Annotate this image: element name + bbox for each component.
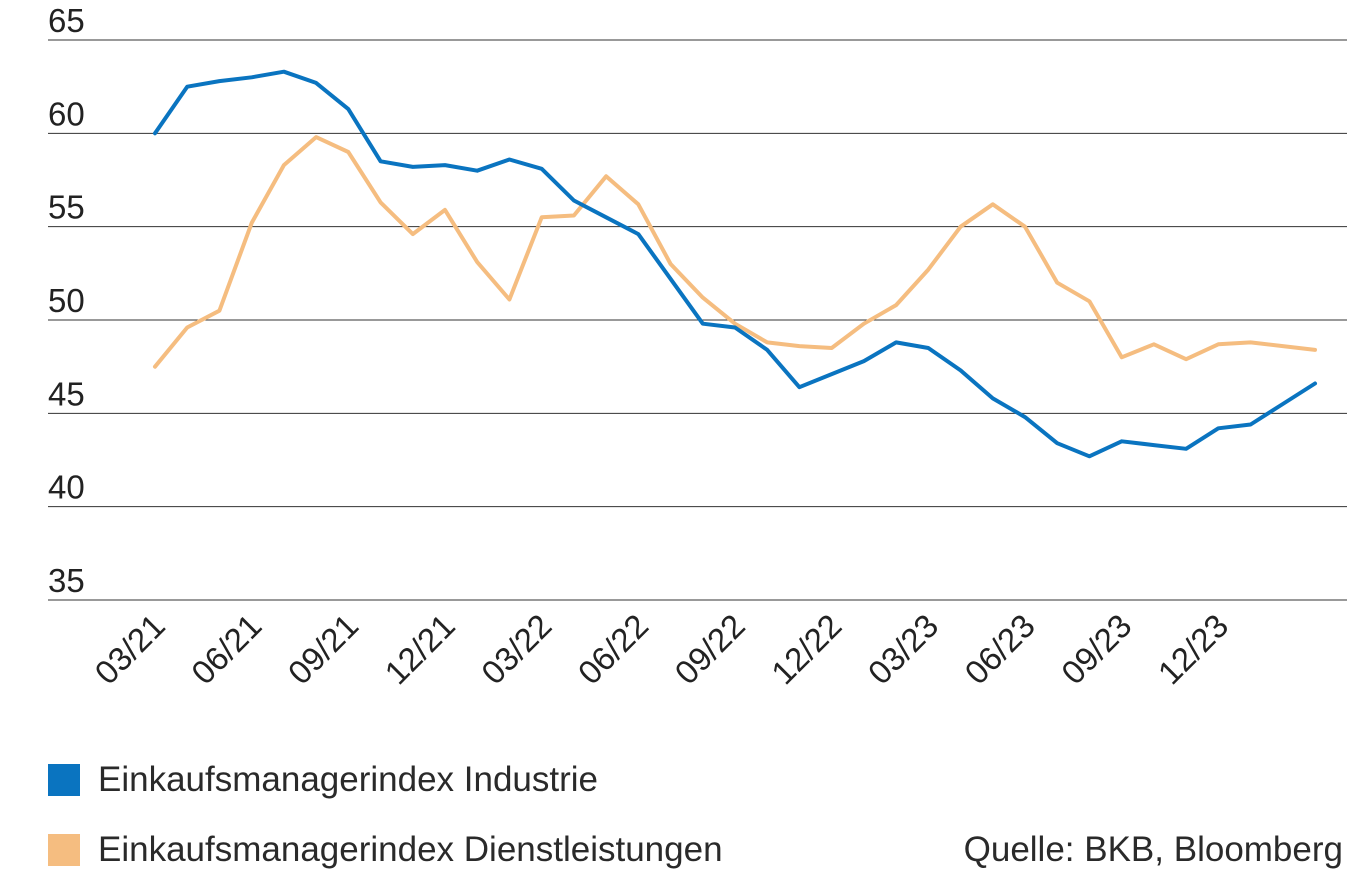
x-tick-label-03-22: 03/22: [474, 607, 559, 692]
x-tick-label-06-23: 06/23: [957, 607, 1042, 692]
series-lines: [153, 69, 1317, 459]
gridlines: [48, 39, 1347, 601]
y-tick-label-50: 50: [48, 282, 85, 319]
legend-item-industrie: Einkaufsmanagerindex Industrie: [48, 760, 598, 800]
y-tick-label-35: 35: [48, 562, 85, 599]
x-tick-label-06-22: 06/22: [571, 607, 656, 692]
series-line-dienstleistungen: [153, 135, 1317, 369]
legend-swatch-dienstleistungen: [48, 834, 80, 866]
y-axis-tick-labels: 35 40 45 50 55 60 65: [48, 2, 85, 599]
x-tick-label-09-23: 09/23: [1054, 607, 1139, 692]
y-tick-label-60: 60: [48, 95, 85, 132]
legend-label-dienstleistungen: Einkaufsmanagerindex Dienstleistungen: [98, 830, 723, 869]
x-tick-label-09-22: 09/22: [667, 607, 752, 692]
y-tick-label-40: 40: [48, 469, 85, 506]
x-tick-label-09-21: 09/21: [281, 607, 366, 692]
legend-label-industrie: Einkaufsmanagerindex Industrie: [98, 760, 599, 799]
line-chart: 35 40 45 50 55 60 65 03/21 06/21 09/21 12/21 03/22…: [48, 2, 1347, 692]
source-note: Quelle: BKB, Bloomberg: [963, 830, 1343, 869]
x-tick-label-03-23: 03/23: [861, 607, 946, 692]
x-tick-label-12-23: 12/23: [1151, 607, 1236, 692]
x-tick-label-12-22: 12/22: [764, 607, 849, 692]
y-tick-label-55: 55: [48, 189, 85, 226]
x-axis-tick-labels: 03/21 06/21 09/21 12/21 03/22 06/22 09/22 12/22…: [87, 607, 1235, 692]
legend-swatch-industrie: [48, 764, 80, 796]
series-line-industrie: [153, 69, 1317, 459]
x-tick-label-06-21: 06/21: [184, 607, 269, 692]
y-tick-label-45: 45: [48, 375, 85, 412]
y-tick-label-65: 65: [48, 2, 85, 39]
legend-item-dienstleistungen: Einkaufsmanagerindex Dienstleistungen: [48, 830, 723, 870]
x-tick-label-03-21: 03/21: [87, 607, 172, 692]
x-tick-label-12-21: 12/21: [377, 607, 462, 692]
